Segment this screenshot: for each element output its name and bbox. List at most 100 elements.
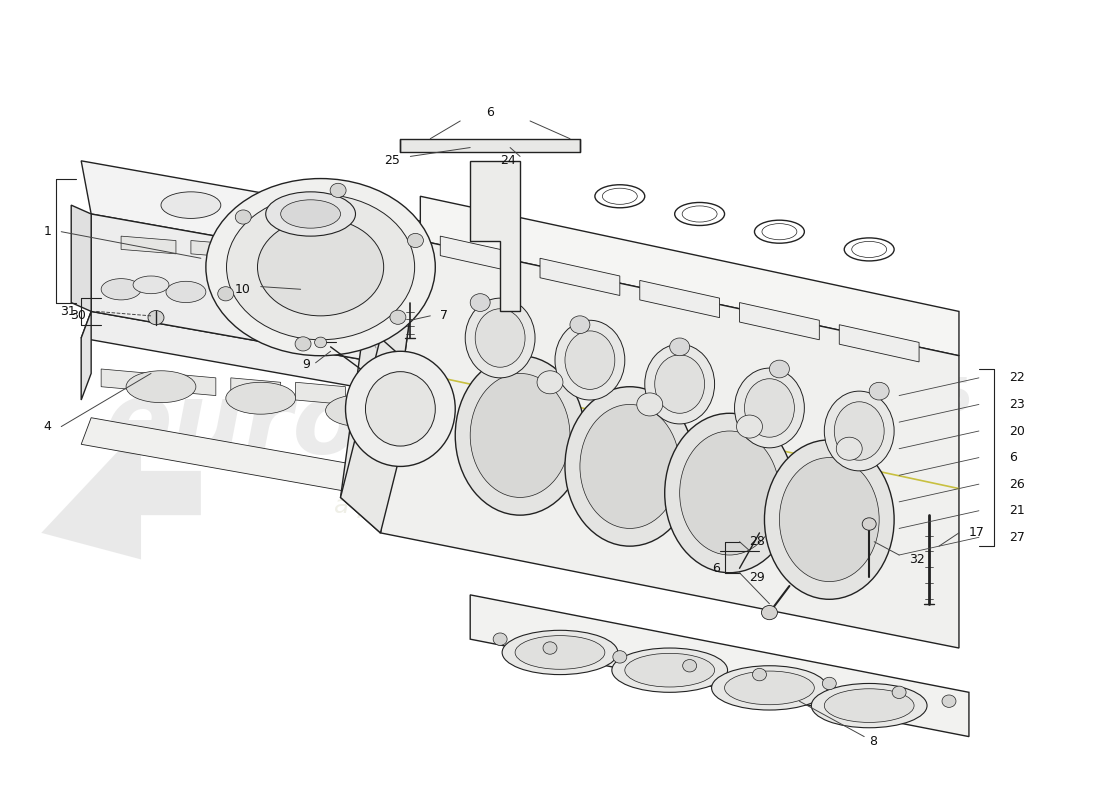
Circle shape	[752, 668, 767, 681]
Circle shape	[537, 370, 563, 394]
Ellipse shape	[226, 382, 296, 414]
Ellipse shape	[764, 440, 894, 599]
Ellipse shape	[206, 178, 436, 356]
Text: 30: 30	[70, 310, 86, 322]
Polygon shape	[400, 138, 580, 152]
Text: 22: 22	[1009, 371, 1024, 384]
Text: 21: 21	[1009, 504, 1024, 518]
Circle shape	[295, 337, 311, 351]
Polygon shape	[470, 161, 520, 311]
Circle shape	[389, 310, 406, 324]
Ellipse shape	[824, 391, 894, 471]
Polygon shape	[440, 276, 460, 382]
Polygon shape	[81, 311, 440, 400]
Circle shape	[670, 338, 690, 356]
Polygon shape	[81, 161, 440, 276]
Ellipse shape	[735, 368, 804, 448]
Ellipse shape	[565, 331, 615, 390]
Ellipse shape	[612, 648, 727, 692]
Ellipse shape	[332, 285, 368, 302]
Polygon shape	[121, 236, 176, 254]
Ellipse shape	[101, 278, 141, 300]
Ellipse shape	[280, 200, 341, 228]
Ellipse shape	[565, 386, 694, 546]
Polygon shape	[261, 245, 316, 262]
Polygon shape	[296, 382, 345, 405]
Text: 0845
811 9985: 0845 811 9985	[726, 325, 972, 422]
Ellipse shape	[266, 192, 355, 236]
Ellipse shape	[231, 284, 271, 306]
Polygon shape	[739, 302, 820, 340]
Ellipse shape	[654, 355, 705, 414]
Polygon shape	[91, 214, 440, 374]
Text: 32: 32	[909, 553, 925, 566]
Polygon shape	[361, 386, 410, 409]
Ellipse shape	[664, 414, 794, 573]
Ellipse shape	[126, 370, 196, 402]
Polygon shape	[381, 241, 959, 648]
Circle shape	[315, 337, 327, 348]
Ellipse shape	[834, 402, 884, 460]
Polygon shape	[341, 338, 420, 533]
Text: 10: 10	[235, 282, 251, 296]
Ellipse shape	[233, 281, 268, 298]
Text: 28: 28	[749, 535, 766, 548]
Text: 4: 4	[43, 420, 52, 433]
Text: 27: 27	[1009, 530, 1025, 544]
Ellipse shape	[296, 286, 336, 308]
Ellipse shape	[712, 666, 827, 710]
Ellipse shape	[745, 378, 794, 438]
Polygon shape	[331, 250, 385, 267]
Polygon shape	[166, 374, 216, 395]
Ellipse shape	[645, 344, 715, 424]
Polygon shape	[470, 595, 969, 737]
Text: 23: 23	[1009, 398, 1024, 411]
Text: 6: 6	[1009, 451, 1016, 464]
Polygon shape	[81, 418, 440, 506]
Circle shape	[942, 695, 956, 707]
Ellipse shape	[166, 282, 206, 302]
Text: 6: 6	[486, 106, 494, 118]
Text: 31: 31	[60, 305, 76, 318]
Ellipse shape	[556, 320, 625, 400]
Circle shape	[683, 659, 696, 672]
Circle shape	[543, 642, 557, 654]
Circle shape	[892, 686, 906, 698]
Ellipse shape	[227, 194, 415, 340]
Polygon shape	[42, 426, 201, 559]
Ellipse shape	[515, 636, 605, 670]
Circle shape	[836, 438, 862, 460]
Ellipse shape	[365, 372, 436, 446]
Text: 24: 24	[500, 154, 516, 167]
Polygon shape	[81, 311, 91, 400]
Ellipse shape	[245, 207, 296, 230]
Text: 26: 26	[1009, 478, 1024, 490]
Circle shape	[570, 316, 590, 334]
Ellipse shape	[161, 192, 221, 218]
Polygon shape	[540, 258, 619, 295]
Polygon shape	[640, 281, 719, 318]
Ellipse shape	[812, 683, 927, 728]
Polygon shape	[839, 325, 920, 362]
Circle shape	[869, 382, 889, 400]
Circle shape	[148, 310, 164, 325]
Circle shape	[737, 415, 762, 438]
Circle shape	[862, 518, 877, 530]
Circle shape	[470, 294, 491, 311]
Circle shape	[637, 393, 662, 416]
Circle shape	[823, 678, 836, 690]
Polygon shape	[101, 369, 151, 391]
Polygon shape	[341, 205, 420, 533]
Text: 1: 1	[43, 225, 52, 238]
Ellipse shape	[326, 220, 375, 243]
Ellipse shape	[361, 290, 400, 310]
Ellipse shape	[326, 394, 395, 426]
Text: 29: 29	[749, 570, 766, 584]
Text: 17: 17	[969, 526, 984, 539]
Ellipse shape	[133, 276, 169, 294]
Ellipse shape	[824, 689, 914, 722]
Text: 9: 9	[302, 358, 310, 371]
Circle shape	[218, 286, 233, 301]
Text: 20: 20	[1009, 425, 1025, 438]
Ellipse shape	[725, 671, 814, 705]
